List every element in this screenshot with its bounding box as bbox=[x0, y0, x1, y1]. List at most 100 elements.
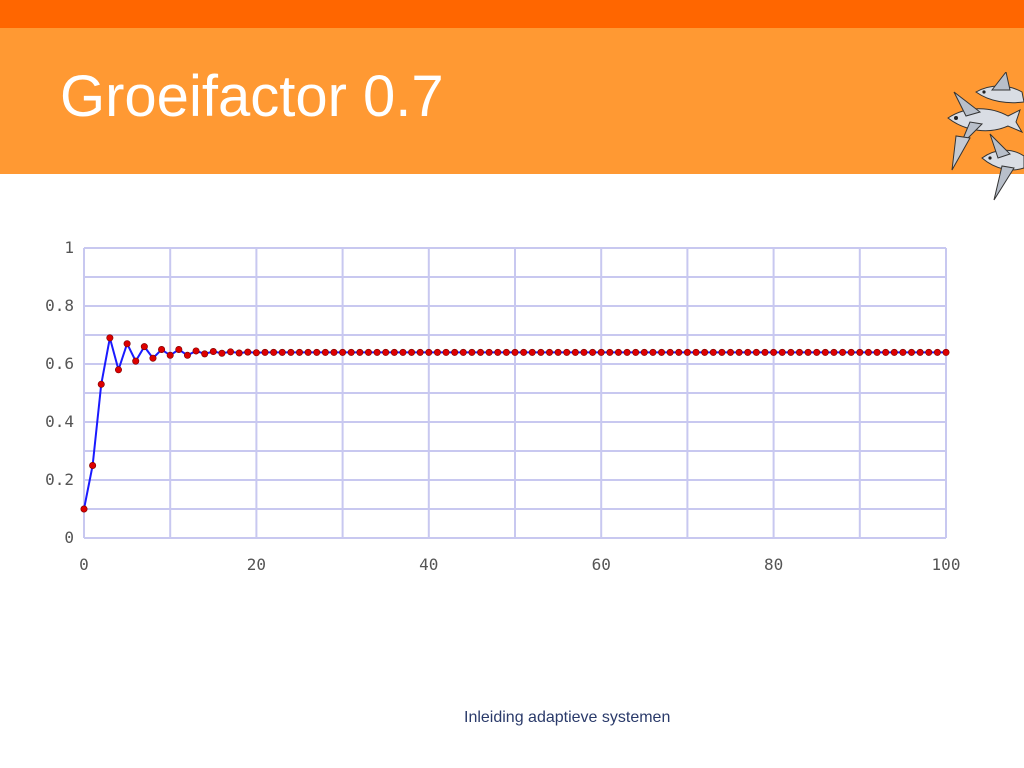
data-point bbox=[149, 354, 157, 362]
data-point bbox=[683, 348, 691, 356]
data-point bbox=[580, 348, 588, 356]
y-tick-label: 0.8 bbox=[45, 296, 74, 315]
data-point bbox=[787, 348, 795, 356]
data-point bbox=[313, 348, 321, 356]
data-point bbox=[735, 348, 743, 356]
data-point bbox=[485, 348, 493, 356]
data-point bbox=[856, 348, 864, 356]
data-point bbox=[97, 380, 105, 388]
data-point bbox=[511, 348, 519, 356]
data-point bbox=[477, 348, 485, 356]
footer-text: Inleiding adaptieve systemen bbox=[464, 709, 671, 726]
data-point bbox=[442, 348, 450, 356]
data-point bbox=[830, 348, 838, 356]
data-point bbox=[821, 348, 829, 356]
y-tick-label: 0.4 bbox=[45, 412, 74, 431]
data-point bbox=[864, 348, 872, 356]
grid bbox=[83, 247, 947, 539]
title-band bbox=[0, 28, 1024, 174]
data-point bbox=[701, 348, 709, 356]
data-point bbox=[287, 348, 295, 356]
data-point bbox=[597, 348, 605, 356]
data-point bbox=[744, 348, 752, 356]
data-point bbox=[166, 351, 174, 359]
x-tick-label: 80 bbox=[764, 555, 783, 574]
data-point bbox=[114, 366, 122, 374]
data-point bbox=[770, 348, 778, 356]
data-point bbox=[416, 348, 424, 356]
data-point bbox=[839, 348, 847, 356]
data-point bbox=[813, 348, 821, 356]
data-point bbox=[339, 348, 347, 356]
flying-fish-icon bbox=[947, 72, 1024, 201]
x-tick-label: 0 bbox=[79, 555, 89, 574]
data-point bbox=[494, 348, 502, 356]
data-point bbox=[158, 346, 166, 354]
data-point bbox=[692, 348, 700, 356]
data-point bbox=[209, 348, 217, 356]
data-point bbox=[726, 348, 734, 356]
data-point bbox=[106, 334, 114, 342]
data-point bbox=[933, 348, 941, 356]
line-chart: 0 0.2 0.4 0.6 0.8 1 0 20 40 60 80 100 bbox=[45, 238, 960, 574]
y-tick-labels: 0 0.2 0.4 0.6 0.8 1 bbox=[45, 238, 74, 547]
data-point bbox=[382, 348, 390, 356]
data-point bbox=[752, 348, 760, 356]
y-tick-label: 0.6 bbox=[45, 354, 74, 373]
data-point bbox=[321, 348, 329, 356]
data-point bbox=[925, 348, 933, 356]
data-point bbox=[244, 348, 252, 356]
data-point bbox=[399, 348, 407, 356]
data-point bbox=[899, 348, 907, 356]
data-point bbox=[123, 340, 131, 348]
data-point bbox=[433, 348, 441, 356]
data-point bbox=[942, 348, 950, 356]
data-point bbox=[261, 348, 269, 356]
data-point bbox=[589, 348, 597, 356]
data-point bbox=[304, 348, 312, 356]
data-point bbox=[373, 348, 381, 356]
data-point bbox=[408, 348, 416, 356]
x-tick-label: 60 bbox=[592, 555, 611, 574]
data-point bbox=[847, 348, 855, 356]
data-point bbox=[459, 348, 467, 356]
data-point bbox=[563, 348, 571, 356]
data-point bbox=[623, 348, 631, 356]
data-point bbox=[795, 348, 803, 356]
data-point bbox=[235, 349, 243, 357]
data-point bbox=[252, 349, 260, 357]
x-tick-labels: 0 20 40 60 80 100 bbox=[79, 555, 960, 574]
data-point bbox=[606, 348, 614, 356]
data-point bbox=[890, 348, 898, 356]
data-point bbox=[658, 348, 666, 356]
data-point bbox=[614, 348, 622, 356]
data-point bbox=[571, 348, 579, 356]
top-accent-strip bbox=[0, 0, 1024, 28]
data-point bbox=[908, 348, 916, 356]
data-point bbox=[675, 348, 683, 356]
y-tick-label: 1 bbox=[64, 238, 74, 257]
data-point bbox=[356, 348, 364, 356]
data-point bbox=[278, 348, 286, 356]
data-point bbox=[873, 348, 881, 356]
data-point bbox=[330, 348, 338, 356]
data-point bbox=[502, 348, 510, 356]
data-point bbox=[140, 343, 148, 351]
data-point bbox=[192, 347, 200, 355]
data-point bbox=[425, 348, 433, 356]
data-point bbox=[804, 348, 812, 356]
data-point bbox=[183, 351, 191, 359]
data-point bbox=[718, 348, 726, 356]
data-point bbox=[882, 348, 890, 356]
data-point bbox=[554, 348, 562, 356]
data-point bbox=[666, 348, 674, 356]
data-point bbox=[270, 348, 278, 356]
x-tick-label: 100 bbox=[932, 555, 961, 574]
data-point bbox=[632, 348, 640, 356]
data-point bbox=[295, 348, 303, 356]
data-point bbox=[227, 348, 235, 356]
data-point bbox=[468, 348, 476, 356]
data-point bbox=[132, 357, 140, 365]
x-tick-label: 40 bbox=[419, 555, 438, 574]
x-tick-label: 20 bbox=[247, 555, 266, 574]
